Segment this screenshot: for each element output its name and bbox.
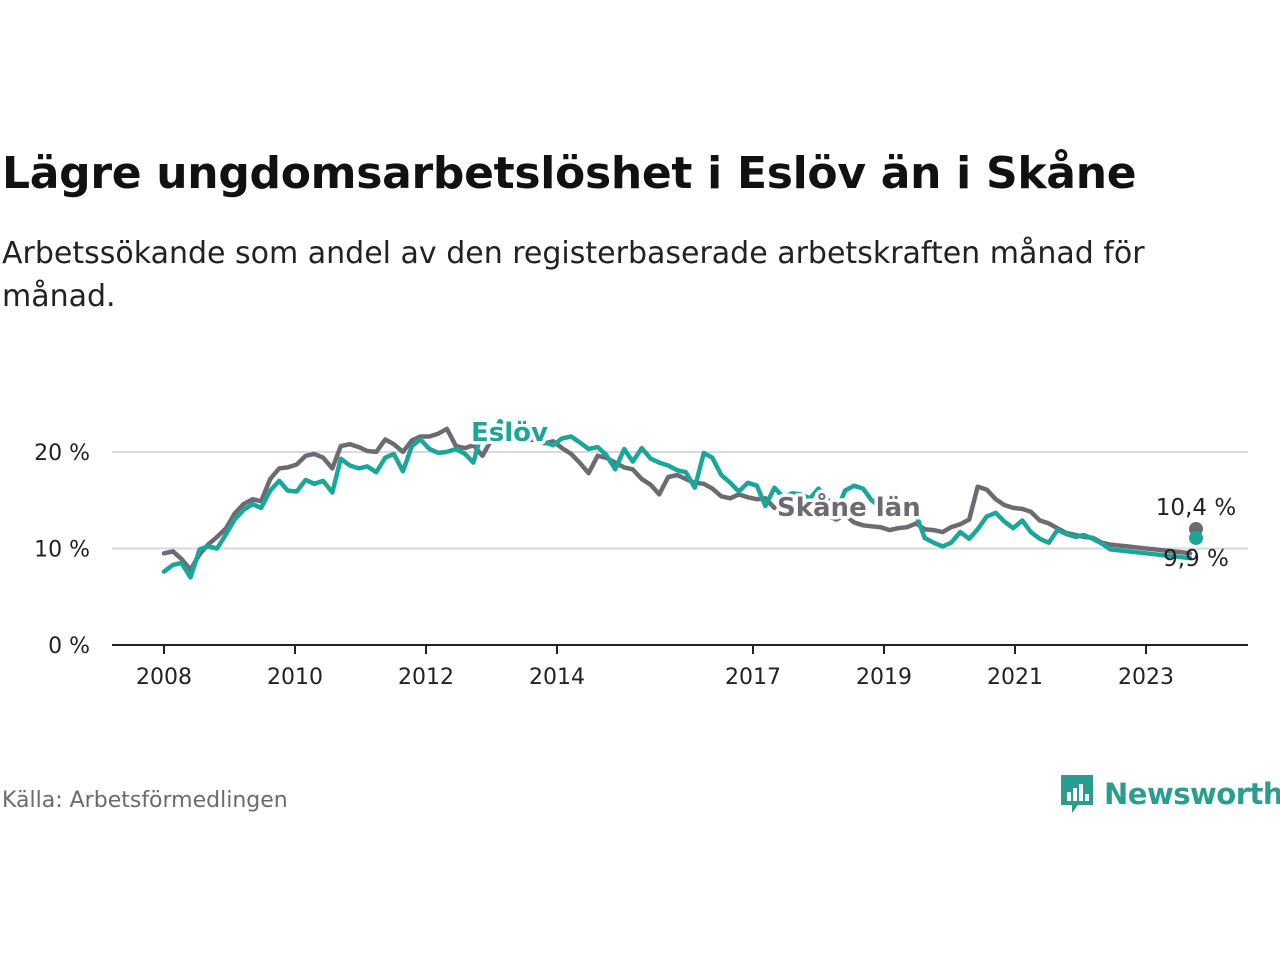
x-tick-label: 2012 xyxy=(398,665,454,690)
x-tick-label: 2010 xyxy=(267,665,323,690)
grid-lines xyxy=(112,450,1248,646)
end-marker-eslov xyxy=(1189,531,1203,545)
x-tick-label: 2021 xyxy=(987,665,1043,690)
newsworthy-logo-text: Newsworthy xyxy=(1104,777,1280,811)
chart-title: Lägre ungdomsarbetslöshet i Eslöv än i S… xyxy=(2,148,1137,199)
series-lines xyxy=(161,418,1193,580)
x-tick-label: 2008 xyxy=(136,665,192,690)
x-tick-label: 2019 xyxy=(856,665,912,690)
series-labels: 10,4 % 9,9 % Eslöv Skåne län xyxy=(468,415,1237,573)
newsworthy-logo-icon xyxy=(1061,775,1093,813)
y-tick-label: 0 % xyxy=(48,634,90,659)
chart-subtitle: Arbetssökande som andel av den registerb… xyxy=(2,236,1145,314)
series-label-skane: Skåne län xyxy=(777,491,921,523)
y-tick-label: 10 % xyxy=(34,537,90,562)
end-value-label-skane: 10,4 % xyxy=(1156,495,1236,521)
x-tick-label: 2017 xyxy=(725,665,781,690)
y-tick-label: 20 % xyxy=(34,441,90,466)
source-note: Källa: Arbetsförmedlingen xyxy=(2,788,288,813)
end-value-label-eslov: 9,9 % xyxy=(1163,546,1229,572)
y-axis-ticks: 0 % 10 % 20 % xyxy=(34,441,90,659)
series-line-eslov xyxy=(161,418,1193,580)
series-label-eslov: Eslöv xyxy=(471,418,548,448)
x-tick-label: 2014 xyxy=(529,665,585,690)
newsworthy-logo: Newsworthy xyxy=(1058,772,1280,816)
x-axis-ticks: 2008 2010 2012 2014 2017 2019 2021 2023 xyxy=(136,645,1174,690)
series-line-skane xyxy=(161,426,1193,572)
x-tick-label: 2023 xyxy=(1118,665,1174,690)
